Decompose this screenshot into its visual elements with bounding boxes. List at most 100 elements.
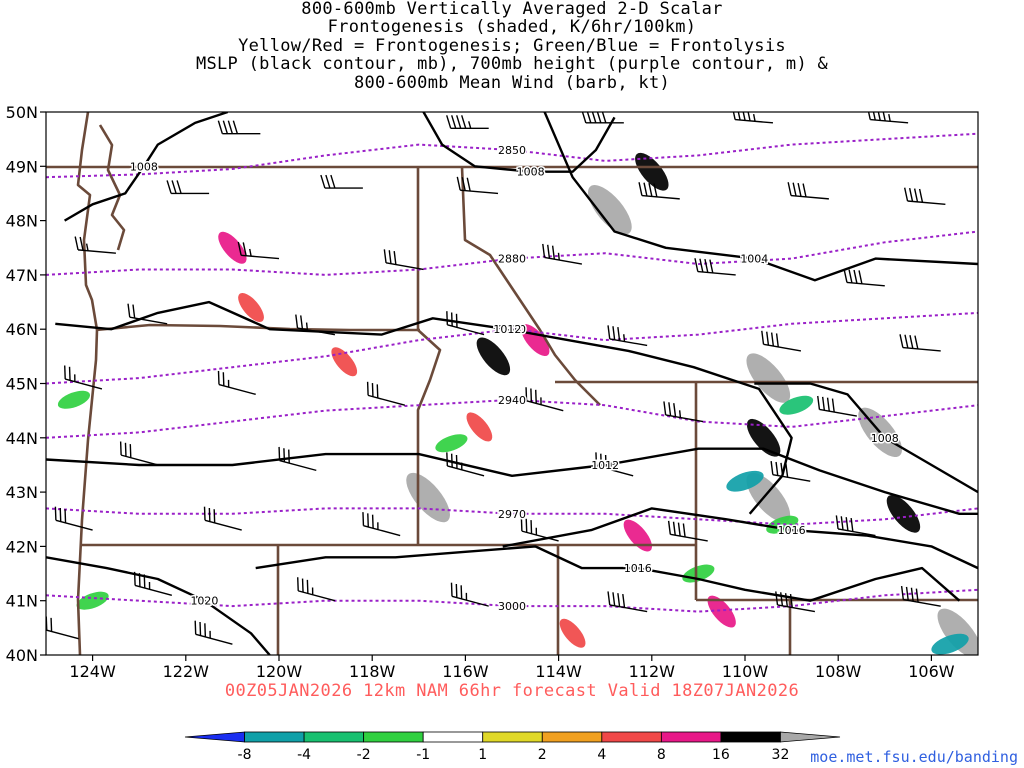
wind-barb-flag: [325, 174, 331, 189]
wind-barb-flag: [766, 331, 770, 346]
wind-barb: [835, 515, 876, 537]
frontogenesis-cell: [937, 608, 978, 655]
wind-barb-flag: [446, 311, 449, 325]
wind-barb-flag: [466, 177, 471, 192]
wind-barb-flag: [166, 180, 172, 194]
colorbar-label: -1: [416, 747, 430, 763]
wind-barb-staff: [609, 604, 648, 613]
wind-barb-half-flag: [752, 114, 756, 122]
isobar: [754, 382, 978, 494]
pacific-coastline: [76, 112, 99, 655]
source-url[interactable]: moe.met.fsu.edu/banding: [810, 748, 1018, 766]
wind-barb-staff: [902, 346, 941, 352]
wind-barb-flag: [133, 571, 136, 586]
colorbar-swatch: [363, 731, 424, 743]
wind-barb-flag: [643, 182, 648, 197]
forecast-valid-time: 00Z05JAN2026 12km NAM 66hr forecast Vali…: [224, 681, 800, 701]
wind-barb-flag: [367, 513, 369, 528]
frontogenesis-cell: [466, 412, 493, 442]
wind-barb-flag: [704, 259, 709, 273]
height-contour-label: 2880: [498, 253, 526, 266]
wind-barb-staff: [55, 519, 93, 531]
colorbar-label: 4: [597, 747, 606, 763]
wind-barb-staff: [134, 584, 173, 596]
wind-barb: [217, 370, 256, 396]
wind-barb-staff: [129, 316, 168, 325]
frontogenesis-cell: [623, 519, 652, 552]
height-contour-label: 2910: [498, 323, 526, 336]
isobar: [63, 112, 229, 222]
wind-barb: [446, 115, 489, 129]
frontolysis-cell: [76, 591, 109, 610]
wind-barb-flag: [64, 509, 67, 523]
wind-barb-flag: [682, 523, 686, 538]
frontolysis-cell: [193, 200, 225, 219]
wind-barbs: [46, 112, 946, 645]
wind-barb-flag: [848, 269, 853, 284]
wind-barb-staff: [544, 256, 583, 265]
wind-barb-flag: [746, 112, 751, 122]
wind-barb-flag: [213, 509, 216, 523]
wind-barb-flag: [789, 593, 793, 608]
wind-barb-staff: [65, 378, 103, 390]
wind-barb-flag: [171, 180, 177, 194]
wind-barb-staff: [367, 394, 406, 406]
wind-barb: [297, 577, 336, 602]
wind-barb: [899, 334, 941, 352]
colorbar-swatch: [303, 731, 365, 743]
lon-tick-label: 120W: [256, 662, 303, 681]
wind-barb-flag: [376, 384, 379, 398]
isobar-label: 1012: [591, 459, 619, 472]
wind-barb-flag: [802, 183, 807, 198]
wind-barb-staff: [903, 598, 941, 607]
wind-barb-flag: [119, 441, 122, 456]
wind-barb-flag: [845, 517, 849, 531]
wind-barb: [667, 520, 708, 542]
wind-barb-flag: [607, 591, 611, 606]
isobar-label: 1008: [130, 160, 158, 173]
title-line: 800-600mb Mean Wind (barb, kt): [353, 72, 671, 93]
wind-barb-flag: [826, 397, 830, 412]
wind-barb: [775, 591, 816, 613]
wind-barb: [133, 571, 173, 596]
wind-barb-staff: [846, 281, 885, 287]
frontogenesis-cell: [559, 618, 586, 648]
wind-barb-half-flag: [888, 114, 891, 122]
wind-barb-flag: [297, 577, 299, 591]
wind-barb-staff: [763, 343, 802, 352]
wind-barb-flag: [455, 454, 458, 469]
wind-barb-flag: [858, 270, 863, 284]
wind-barb-flag: [910, 587, 914, 602]
wind-barb-flag: [388, 250, 392, 264]
wind-barb-staff: [241, 254, 280, 260]
colorbar-swatch: [660, 731, 722, 743]
wind-barb: [770, 461, 811, 482]
wind-barb: [607, 591, 648, 613]
wind-barb-flag: [371, 514, 374, 529]
wind-barb-flag: [741, 112, 746, 121]
colorbar-label: 1: [478, 747, 487, 763]
wind-barb-half-flag: [610, 462, 612, 470]
wind-barb-staff: [819, 408, 857, 417]
wind-barb-flag: [775, 591, 779, 606]
wind-barb-flag: [821, 396, 826, 411]
wind-barb-flag: [455, 313, 458, 328]
lat-tick-label: 43N: [6, 483, 38, 502]
wind-barb: [520, 517, 559, 542]
wind-barb-staff: [279, 459, 317, 472]
lon-tick-label: 114W: [535, 662, 582, 681]
wind-barb-flag: [673, 403, 677, 417]
wind-barb-flag: [900, 585, 904, 600]
wind-barb-staff: [641, 194, 680, 200]
lon-tick-label: 112W: [629, 662, 676, 681]
isobar-label: 1016: [624, 562, 652, 575]
frontogenesis-cell: [406, 472, 450, 523]
wind-barb-flag: [612, 326, 616, 340]
wind-barb-half-flag: [468, 121, 472, 129]
wind-barb-flag: [787, 182, 792, 196]
lat-tick-label: 44N: [6, 429, 38, 448]
wind-barb-flag: [913, 188, 919, 203]
wind-barb: [203, 506, 242, 531]
wind-barb-flag: [301, 578, 304, 593]
lat-tick-label: 50N: [6, 103, 38, 122]
